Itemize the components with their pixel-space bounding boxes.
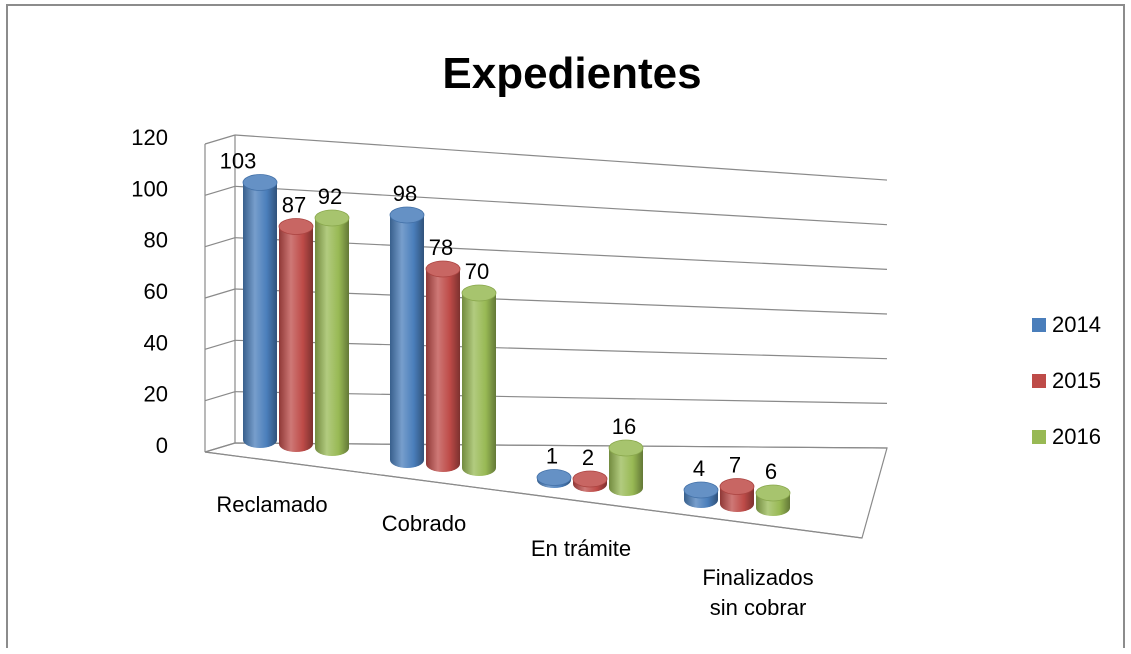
- bar-2015-0: [278, 218, 314, 452]
- bar-2014-2: [536, 469, 572, 488]
- floor-front-edge: [204, 451, 863, 539]
- bar-2014-3: [683, 481, 719, 508]
- gridline: [234, 185, 888, 226]
- bar-2016-3: [755, 484, 791, 516]
- legend-item-2014: 2014: [1032, 312, 1101, 337]
- y-tick-label: 120: [131, 125, 168, 150]
- gridline-side: [204, 237, 236, 248]
- legend-item-2015: 2015: [1032, 368, 1101, 393]
- data-label: 103: [220, 149, 257, 174]
- bar-2016-0: [314, 209, 350, 456]
- bar-top: [278, 218, 314, 235]
- bar-body: [243, 182, 277, 448]
- data-label: 2: [582, 445, 594, 470]
- bar-body: [315, 218, 349, 456]
- bar-body: [462, 293, 496, 476]
- bar-top: [461, 284, 497, 302]
- gridline-side: [204, 391, 236, 402]
- bar-2016-1: [461, 284, 497, 476]
- data-labels: 103 87 92 98 78 70 1 2 16 4 7 6: [220, 149, 777, 485]
- bar-2014-0: [242, 174, 278, 448]
- data-label: 70: [465, 259, 489, 284]
- legend-swatch: [1032, 374, 1046, 388]
- legend-swatch: [1032, 430, 1046, 444]
- bar-top: [389, 206, 425, 224]
- x-tick-label: Cobrado: [382, 511, 466, 536]
- bar-body: [609, 448, 643, 496]
- bar-top: [683, 481, 719, 499]
- gridline-side: [204, 134, 236, 145]
- bar-top: [719, 478, 755, 495]
- y-tick-label: 20: [144, 382, 168, 407]
- chart-frame: [6, 4, 1125, 648]
- x-tick-label: Finalizados sin cobrar: [702, 565, 813, 620]
- gridline-side: [204, 288, 236, 299]
- y-tick-label: 100: [131, 176, 168, 201]
- gridline-side: [204, 339, 236, 350]
- legend-swatch: [1032, 318, 1046, 332]
- bar-2015-3: [719, 478, 755, 512]
- data-label: 1: [546, 444, 558, 469]
- x-tick-label: En trámite: [531, 536, 631, 561]
- data-label: 6: [765, 459, 777, 484]
- x-axis: Reclamado Cobrado En trámite Finalizados sin…: [216, 492, 813, 620]
- chart-title: Expedientes: [442, 49, 701, 98]
- bar-top: [572, 470, 608, 488]
- y-tick-label: 40: [144, 330, 168, 355]
- y-tick-label: 80: [144, 228, 168, 253]
- data-label: 7: [729, 453, 741, 478]
- data-label: 92: [318, 184, 342, 209]
- bars: [242, 174, 791, 516]
- bar-top: [314, 209, 350, 227]
- gridline: [234, 134, 888, 181]
- bar-top: [536, 469, 572, 486]
- legend-label: 2016: [1052, 424, 1101, 449]
- bar-top: [242, 174, 278, 191]
- data-label: 16: [612, 414, 636, 439]
- gridline-side: [204, 185, 236, 196]
- legend-label: 2014: [1052, 312, 1101, 337]
- legend-item-2016: 2016: [1032, 424, 1101, 449]
- data-label: 98: [393, 181, 417, 206]
- y-axis: 0 20 40 60 80 100 120: [131, 125, 168, 458]
- data-label: 87: [282, 193, 306, 218]
- bar-top: [608, 439, 644, 457]
- y-tick-label: 0: [156, 433, 168, 458]
- bar-2014-1: [389, 206, 425, 468]
- data-label: 4: [693, 456, 705, 481]
- bar-top: [755, 484, 791, 502]
- legend: 2014 2015 2016: [1032, 312, 1101, 449]
- bar-body: [390, 215, 424, 468]
- bar-top: [425, 260, 461, 278]
- bar-body: [426, 269, 460, 472]
- data-label: 78: [429, 235, 453, 260]
- bar-2015-1: [425, 260, 461, 472]
- y-tick-label: 60: [144, 279, 168, 304]
- legend-label: 2015: [1052, 368, 1101, 393]
- x-tick-label: Reclamado: [216, 492, 327, 517]
- bar-2015-2: [572, 470, 608, 492]
- bar-body: [279, 226, 313, 452]
- bar-2016-2: [608, 439, 644, 496]
